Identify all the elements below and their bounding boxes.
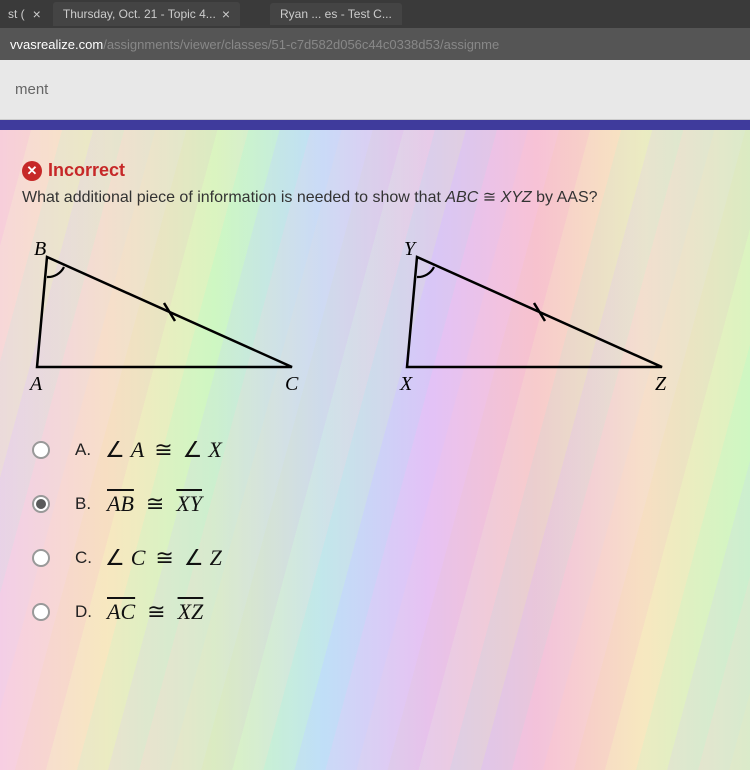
close-icon[interactable]: ×: [33, 6, 41, 22]
tab-1[interactable]: st ( ×: [8, 6, 41, 22]
option-b-math: AB ≅ XY: [105, 491, 204, 517]
triangle-abc: B A C: [22, 237, 312, 397]
option-d-math: AC ≅ XZ: [105, 599, 205, 625]
page-breadcrumb: ment: [0, 60, 750, 120]
close-icon[interactable]: ×: [222, 6, 230, 22]
radio-b[interactable]: [32, 495, 50, 513]
option-d-left: AC: [105, 599, 137, 625]
radio-d[interactable]: [32, 603, 50, 621]
option-b[interactable]: B. AB ≅ XY: [22, 491, 728, 517]
label-X: X: [399, 373, 413, 395]
triangle-xyz: Y X Z: [392, 237, 682, 397]
tab-2[interactable]: Thursday, Oct. 21 - Topic 4... ×: [53, 2, 240, 26]
label-B: B: [34, 238, 46, 260]
tri-xyz: XYZ: [501, 189, 532, 206]
question-suffix: by AAS?: [532, 189, 598, 206]
option-c[interactable]: C. ∠C ≅ ∠Z: [22, 545, 728, 571]
option-c-left: C: [131, 545, 146, 571]
tab-3-label: Ryan ... es - Test C...: [280, 7, 392, 21]
label-Z: Z: [655, 373, 667, 395]
question-prefix: What additional piece of information is …: [22, 189, 445, 206]
label-Y: Y: [404, 238, 417, 260]
tab-2-label: Thursday, Oct. 21 - Topic 4...: [63, 7, 216, 21]
url-path: /assignments/viewer/classes/51-c7d582d05…: [103, 37, 499, 52]
option-b-right: XY: [174, 491, 204, 517]
option-a-right: X: [208, 437, 221, 463]
label-A: A: [28, 373, 43, 395]
figures: B A C Y X Z: [22, 237, 728, 397]
option-c-math: ∠C ≅ ∠Z: [105, 545, 222, 571]
option-d[interactable]: D. AC ≅ XZ: [22, 599, 728, 625]
option-d-letter: D.: [75, 602, 105, 622]
option-a[interactable]: A. ∠A ≅ ∠X: [22, 437, 728, 463]
option-d-right: XZ: [176, 599, 206, 625]
option-a-left: A: [131, 437, 144, 463]
option-b-left: AB: [105, 491, 136, 517]
breadcrumb-text: ment: [15, 81, 48, 98]
purple-divider: [0, 120, 750, 130]
url-bar[interactable]: vvasrealize.com /assignments/viewer/clas…: [0, 28, 750, 60]
question-text: What additional piece of information is …: [22, 187, 728, 207]
option-b-letter: B.: [75, 494, 105, 514]
option-c-letter: C.: [75, 548, 105, 568]
feedback-row: ✕ Incorrect: [22, 160, 728, 181]
browser-tabs: st ( × Thursday, Oct. 21 - Topic 4... × …: [0, 0, 750, 28]
options-list: A. ∠A ≅ ∠X B. AB ≅ XY C.: [22, 437, 728, 625]
option-c-right: Z: [210, 545, 222, 571]
label-C: C: [285, 373, 299, 395]
tab-3[interactable]: Ryan ... es - Test C...: [270, 3, 402, 25]
url-domain: vvasrealize.com: [10, 37, 103, 52]
option-a-math: ∠A ≅ ∠X: [105, 437, 222, 463]
incorrect-icon: ✕: [22, 161, 42, 181]
option-a-letter: A.: [75, 440, 105, 460]
tab-1-label: st (: [8, 7, 25, 21]
content-area: ✕ Incorrect What additional piece of inf…: [0, 130, 750, 770]
tri-abc: ABC: [445, 189, 478, 206]
feedback-status: Incorrect: [48, 160, 125, 181]
radio-a[interactable]: [32, 441, 50, 459]
radio-c[interactable]: [32, 549, 50, 567]
